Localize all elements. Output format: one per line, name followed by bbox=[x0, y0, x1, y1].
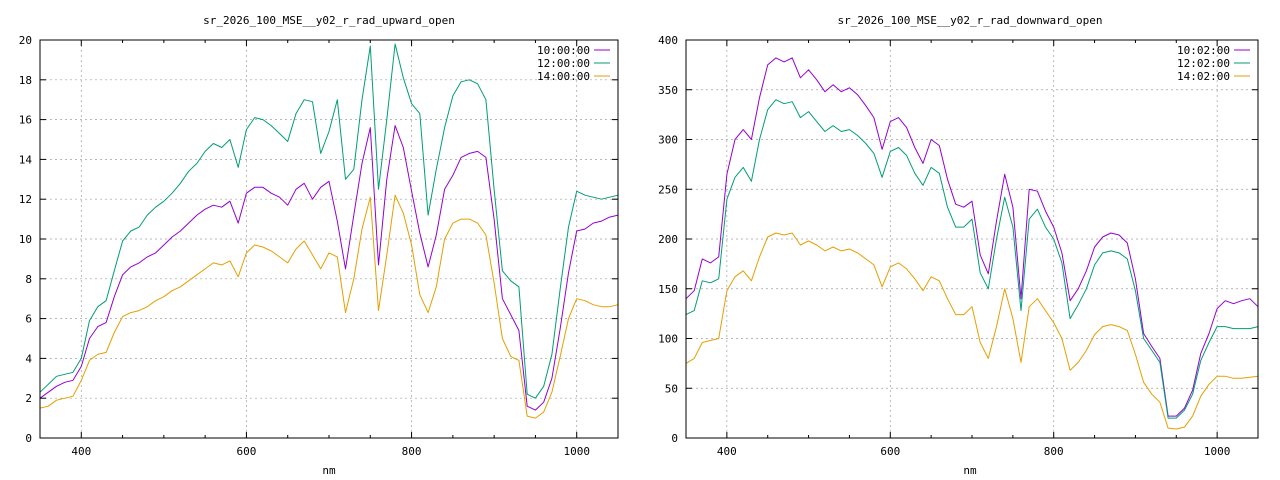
y-tick-label: 4 bbox=[25, 352, 32, 365]
upward-radiance-chart: sr_2026_100_MSE__y02_r_rad_upward_open n… bbox=[19, 14, 619, 477]
x-tick-label: 1000 bbox=[563, 445, 590, 458]
y-tick-label: 0 bbox=[671, 432, 678, 445]
y-tick-label: 50 bbox=[665, 382, 678, 395]
y-tick-label: 150 bbox=[658, 283, 678, 296]
series-line-140000 bbox=[39, 194, 619, 419]
x-tick-label: 400 bbox=[71, 445, 91, 458]
y-tick-label: 0 bbox=[25, 432, 32, 445]
y-tick-label: 100 bbox=[658, 333, 678, 346]
y-tick-label: 250 bbox=[658, 183, 678, 196]
y-tick-label: 8 bbox=[25, 273, 32, 286]
x-tick-label: 600 bbox=[880, 445, 900, 458]
y-tick-label: 200 bbox=[658, 233, 678, 246]
series-line-140200 bbox=[685, 232, 1259, 430]
y-tick-label: 400 bbox=[658, 34, 678, 47]
x-axis-label: nm bbox=[322, 464, 336, 477]
y-tick-label: 20 bbox=[19, 34, 32, 47]
y-tick-label: 2 bbox=[25, 392, 32, 405]
y-tick-label: 6 bbox=[25, 313, 32, 326]
legend-label: 10:00:00 bbox=[537, 44, 590, 57]
series-line-120200 bbox=[685, 99, 1259, 419]
y-tick-label: 12 bbox=[19, 193, 32, 206]
y-tick-label: 10 bbox=[19, 233, 32, 246]
chart-title: sr_2026_100_MSE__y02_r_rad_upward_open bbox=[203, 14, 455, 27]
legend-label: 14:02:00 bbox=[1177, 70, 1230, 83]
series-line-100000 bbox=[39, 125, 619, 411]
x-tick-label: 400 bbox=[717, 445, 737, 458]
x-tick-label: 800 bbox=[1044, 445, 1064, 458]
legend-label: 12:02:00 bbox=[1177, 57, 1230, 70]
series-line-120000 bbox=[39, 43, 619, 399]
x-tick-label: 1000 bbox=[1204, 445, 1231, 458]
y-tick-label: 300 bbox=[658, 134, 678, 147]
x-axis-label: nm bbox=[963, 464, 977, 477]
downward-radiance-chart: sr_2026_100_MSE__y02_r_rad_downward_open… bbox=[658, 14, 1259, 477]
legend-label: 12:00:00 bbox=[537, 57, 590, 70]
legend-label: 14:00:00 bbox=[537, 70, 590, 83]
y-tick-label: 16 bbox=[19, 114, 32, 127]
y-tick-label: 350 bbox=[658, 84, 678, 97]
x-tick-label: 800 bbox=[402, 445, 422, 458]
legend-label: 10:02:00 bbox=[1177, 44, 1230, 57]
chart-title: sr_2026_100_MSE__y02_r_rad_downward_open bbox=[838, 14, 1103, 27]
x-tick-label: 600 bbox=[236, 445, 256, 458]
y-tick-label: 14 bbox=[19, 153, 33, 166]
y-tick-label: 18 bbox=[19, 74, 32, 87]
